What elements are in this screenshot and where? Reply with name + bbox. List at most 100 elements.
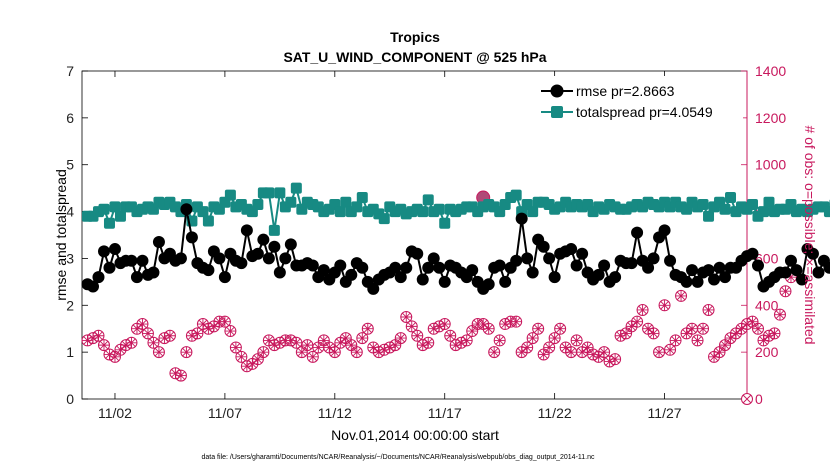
rmse-point	[422, 261, 435, 274]
obs-assimilated-point	[422, 337, 434, 349]
obs-assimilated-point	[757, 334, 769, 346]
rmse-point	[284, 238, 297, 251]
obs-assimilated-point	[785, 271, 797, 283]
y-tick-right-label: 0	[755, 391, 763, 407]
rmse-point	[779, 266, 792, 279]
rmse-point	[268, 240, 281, 253]
obs-assimilated-point	[477, 318, 489, 330]
obs-assimilated-point	[191, 327, 203, 339]
obs-assimilated-point	[92, 330, 104, 342]
x-axis-label: Nov.01,2014 00:00:00 start	[331, 427, 499, 443]
obs-assimilated-point	[131, 323, 143, 335]
obs-assimilated-point	[411, 330, 423, 342]
rmse-point	[746, 247, 759, 260]
legend-rmse-marker	[550, 84, 564, 98]
rmse-point	[510, 254, 523, 267]
totalspread-point	[746, 199, 758, 211]
totalspread-point	[757, 206, 769, 218]
x-tick-label: 11/07	[208, 405, 242, 421]
totalspread-point	[98, 203, 110, 215]
rmse-point	[180, 203, 193, 216]
obs-assimilated-point	[208, 320, 220, 332]
rmse-point	[548, 271, 561, 284]
rmse-point	[389, 261, 402, 274]
rmse-point	[273, 266, 286, 279]
obs-assimilated-point	[263, 334, 275, 346]
obs-assimilated-point	[565, 346, 577, 358]
totalspread-point	[417, 206, 429, 218]
obs-assimilated-point	[543, 341, 555, 353]
obs-assimilated-point	[670, 334, 682, 346]
obs-assimilated-point	[719, 339, 731, 351]
y-axis-right-label: # of obs: o=possible; ×=assimilated	[802, 125, 818, 344]
obs-assimilated-point	[290, 337, 302, 349]
obs-assimilated-point	[659, 299, 671, 311]
rmse-point	[680, 275, 693, 288]
obs-assimilated-point	[224, 325, 236, 337]
obs-assimilated-point	[686, 323, 698, 335]
obs-assimilated-point	[768, 327, 780, 339]
rmse-point	[625, 257, 638, 270]
obs-assimilated-point	[631, 316, 643, 328]
y-tick-right-label: 400	[755, 297, 779, 313]
totalspread-point	[268, 224, 280, 236]
obs-assimilated-point	[142, 327, 154, 339]
totalspread-point	[285, 196, 297, 208]
rmse-point	[482, 278, 495, 291]
totalspread-point	[378, 213, 390, 225]
obs-assimilated-point	[466, 325, 478, 337]
totalspread-point	[356, 192, 368, 204]
rmse-point	[812, 266, 825, 279]
obs-assimilated-point	[164, 330, 176, 342]
obs-assimilated-point	[345, 339, 357, 351]
totalspread-point	[274, 187, 286, 199]
rmse-point	[394, 271, 407, 284]
rmse-point	[664, 254, 677, 267]
obs-assimilated-point	[362, 323, 374, 335]
obs-assimilated-point	[312, 341, 324, 353]
rmse-point	[257, 233, 270, 246]
rmse-point	[576, 247, 589, 260]
obs-assimilated-point	[136, 318, 148, 330]
totalspread-point	[422, 194, 434, 206]
rmse-point	[130, 271, 143, 284]
rmse-point	[356, 261, 369, 274]
obs-assimilated-point	[593, 351, 605, 363]
y-tick-right-label: 1400	[755, 63, 786, 79]
rmse-point	[647, 252, 660, 265]
obs-assimilated-point	[301, 339, 313, 351]
totalspread-point	[109, 201, 121, 213]
rmse-point	[499, 275, 512, 288]
obs-assimilated-point	[746, 316, 758, 328]
x-tick-label: 11/02	[98, 405, 132, 421]
obs-assimilated-point	[521, 341, 533, 353]
obs-assimilated-point	[389, 339, 401, 351]
obs-assimilated-point	[147, 337, 159, 349]
rmse-point	[213, 252, 226, 265]
rmse-point	[784, 254, 797, 267]
rmse-point	[251, 247, 264, 260]
obs-assimilated-point	[235, 351, 247, 363]
obs-assimilated-point	[307, 351, 319, 363]
obs-assimilated-point	[109, 351, 121, 363]
totalspread-point	[719, 203, 731, 215]
obs-assimilated-point	[400, 311, 412, 323]
rmse-point	[686, 264, 699, 277]
obs-assimilated-point	[664, 344, 676, 356]
rmse-point	[262, 252, 275, 265]
obs-assimilated-point	[494, 334, 506, 346]
rmse-point	[493, 259, 506, 272]
rmse-point	[438, 275, 451, 288]
obs-assimilated-point	[653, 346, 665, 358]
rmse-point	[521, 252, 534, 265]
obs-assimilated-point	[340, 332, 352, 344]
rmse-point	[658, 224, 671, 237]
rmse-point	[108, 243, 121, 256]
obs-assimilated-point	[175, 370, 187, 382]
obs-assimilated-point	[180, 346, 192, 358]
totalspread-point	[763, 196, 775, 208]
obs-assimilated-point	[752, 323, 764, 335]
obs-assimilated-point	[527, 332, 539, 344]
obs-assimilated-point	[153, 346, 165, 358]
